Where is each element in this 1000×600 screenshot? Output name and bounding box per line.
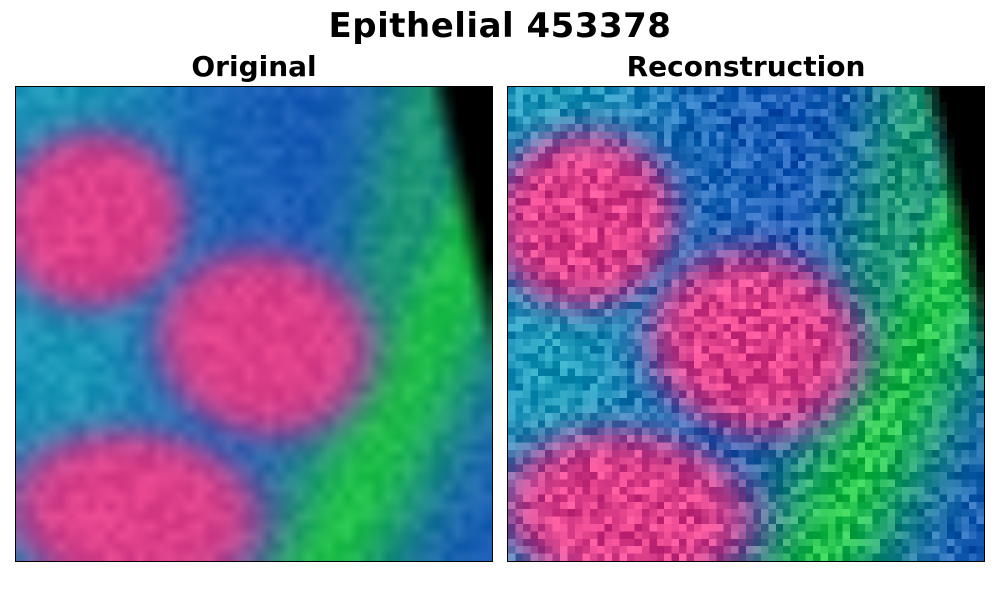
panel-title-original: Original bbox=[191, 50, 317, 83]
panel-title-reconstruction: Reconstruction bbox=[626, 50, 866, 83]
figure-title: Epithelial 453378 bbox=[328, 6, 672, 46]
reconstruction-image-canvas bbox=[508, 87, 984, 561]
original-image-canvas bbox=[16, 87, 492, 561]
reconstruction-image bbox=[507, 86, 985, 562]
original-image bbox=[15, 86, 493, 562]
